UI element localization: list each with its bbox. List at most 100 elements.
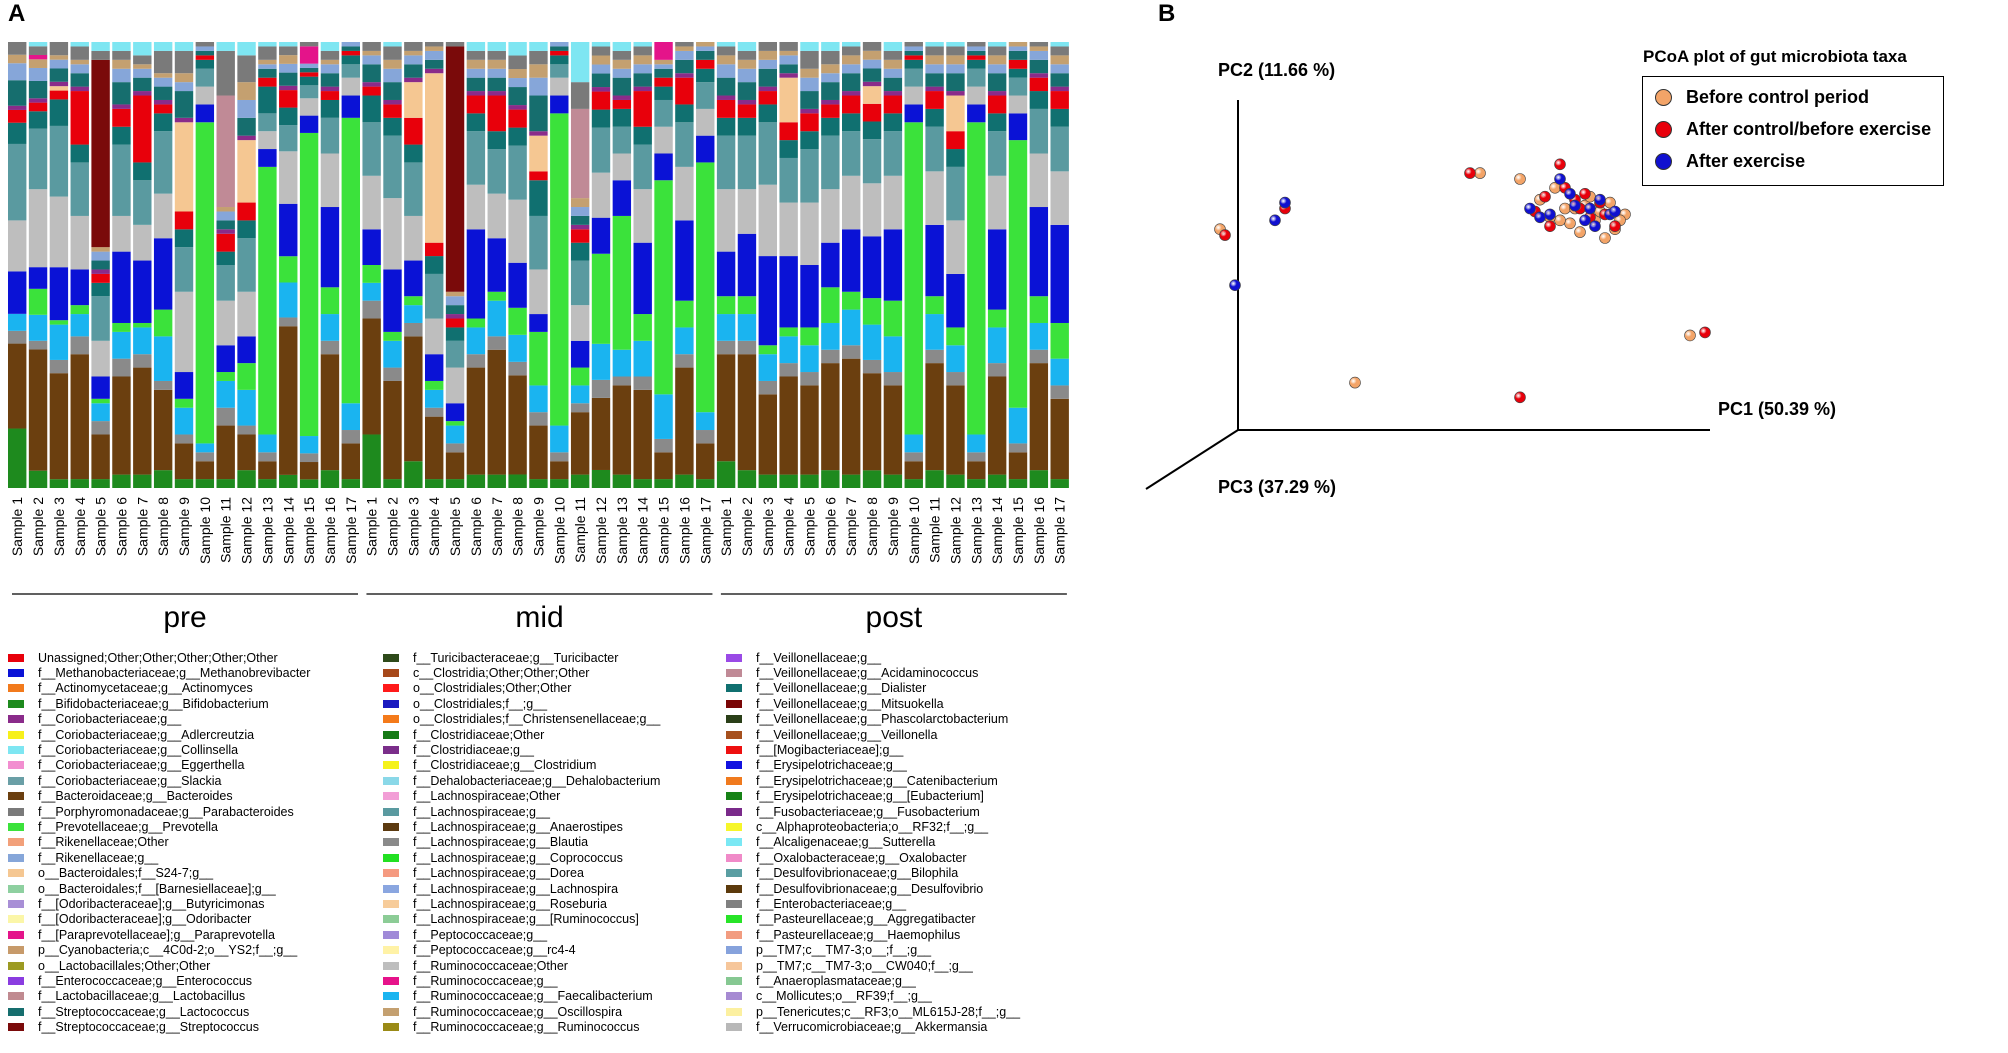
legend-swatch [383, 915, 399, 924]
scatter-point-before [1559, 202, 1571, 215]
legend-item: f__Coriobacteriaceae;g__Eggerthella [8, 758, 388, 773]
bar-segment-pre-7-Bacteroides [133, 367, 152, 475]
bar-segment-pre-12-Bifidobacterium [237, 470, 256, 488]
bar-segment-post-4-Ruminococcaceae_Other [779, 202, 798, 257]
bar-segment-post-13-Blautia [967, 452, 986, 462]
legend-swatch [726, 946, 742, 955]
legend-item: o__Clostridiales;f__;g__ [383, 696, 763, 711]
bar-segment-post-14-Collinsella [987, 42, 1007, 47]
bar-segment-pre-7-Coriobacteriaceae_g [133, 91, 152, 96]
legend-label: f__Lachnospiraceae;g__Dorea [413, 866, 584, 881]
legend-label: f__[Paraprevotellaceae];g__Paraprevotell… [38, 927, 275, 942]
bar-segment-post-17-Parabacteroides [1050, 46, 1069, 56]
legend-item: f__Ruminococcaceae;g__Oscillospira [383, 1004, 763, 1019]
panel-b-label: B [1158, 0, 1176, 27]
bar-segment-pre-14-Prevotella [279, 256, 298, 283]
legend-item: f__Lachnospiraceae;Other [383, 789, 763, 804]
bar-segment-mid-11-Ruminococcaceae_Other [570, 305, 590, 341]
bar-segment-mid-7-Lachnospiraceae_g [487, 149, 506, 194]
bar-segment-post-16-Bacteroides [1029, 363, 1049, 471]
bar-segment-mid-13-Prevotella [612, 215, 632, 350]
bar-segment-mid-14-Coriobacteriaceae_g [633, 86, 652, 92]
bar-segment-pre-13-Parabacteroides [258, 46, 277, 60]
bar-segment-pre-5-Rikenellaceae_g [91, 251, 110, 261]
bar-segment-post-17-Blautia [1050, 385, 1069, 399]
bar-segment-mid-3-Faecalibacterium [404, 305, 423, 323]
bar-segment-mid-12-Bacteroides [591, 397, 611, 470]
legend-item: f__Dehalobacteriaceae;g__Dehalobacterium [383, 773, 763, 788]
bar-segment-mid-12-Lactococcus [591, 73, 611, 88]
after-control-marker-icon [1655, 120, 1672, 138]
bar-segment-pre-10-Methanobrevibacter [195, 104, 215, 123]
bar-segment-pre-8-Oscillospira [153, 73, 173, 78]
pc3-axis-label: PC3 (37.29 %) [1218, 477, 1336, 497]
x-tick-label: Sample 4 [72, 497, 88, 556]
bar-segment-pre-5-Dialister [91, 282, 110, 297]
bar-segment-post-15-Rikenellaceae_g [1008, 46, 1028, 51]
legend-item: f__Coriobacteriaceae;g__ [8, 712, 388, 727]
bar-segment-pre-4-Parabacteroides [70, 46, 89, 60]
bar-segment-post-4-Rikenellaceae_g [779, 55, 798, 65]
legend-item: f__Enterobacteriaceae;g__ [726, 896, 1106, 911]
bar-segment-mid-8-Lachnospiraceae_g [508, 145, 527, 200]
bar-segment-mid-16-Oscillospira [675, 46, 694, 51]
bar-segment-pre-4-Prevotella [70, 305, 89, 315]
bar-segment-pre-12-Faecalibacterium [237, 389, 256, 426]
legend-label: f__Rikenellaceae;Other [38, 835, 169, 850]
legend-swatch [8, 915, 24, 924]
legend-item: f__[Odoribacteraceae];g__Odoribacter [8, 912, 388, 927]
bar-segment-pre-12-Collinsella [237, 42, 256, 56]
scatter-point-after-exercise [1594, 193, 1606, 206]
bar-segment-pre-12-Bacteroides [237, 434, 256, 471]
bar-segment-pre-12-Parabacteroides [237, 55, 256, 83]
bar-segment-post-7-Lactococcus [842, 73, 861, 92]
bar-segment-pre-15-Blautia [299, 453, 319, 463]
pcoa-title: PCoA plot of gut microbiota taxa [1643, 47, 1907, 66]
bar-segment-post-3-Coriobacteriaceae_g [758, 86, 777, 92]
x-tick-label: Sample 2 [739, 497, 755, 556]
bar-segment-pre-9-Prevotella [174, 398, 194, 408]
before-marker-icon [1655, 88, 1672, 106]
legend-swatch [8, 976, 24, 985]
bar-segment-pre-8-Ruminococcaceae_Other [153, 193, 173, 239]
bar-segment-mid-2-Unassigned [383, 104, 402, 118]
bar-segment-pre-6-Oscillospira [112, 59, 131, 69]
bar-segment-pre-11-Prevotella [216, 372, 235, 381]
bar-segment-post-1-Parabacteroides [716, 46, 736, 56]
bar-segment-mid-17-Oscillospira [696, 42, 715, 47]
bar-segment-post-2-Faecalibacterium [737, 314, 757, 341]
bar-segment-pre-8-Coriobacteriaceae_g [153, 99, 173, 105]
bar-segment-pre-16-Prevotella [320, 287, 340, 315]
bar-segment-pre-15-Lachnospiraceae_g [299, 85, 319, 99]
bar-segment-mid-11-Oscillospira [570, 198, 590, 208]
bar-segment-mid-5-Parabacteroides [445, 42, 465, 47]
bar-segment-post-14-Lactococcus [987, 73, 1007, 92]
legend-item: f__Veillonellaceae;g__ [726, 650, 1106, 665]
legend-label: f__Lachnospiraceae;g__Roseburia [413, 896, 607, 911]
bar-segment-mid-12-Coriobacteriaceae_g [591, 87, 611, 92]
bar-segment-post-14-Unassigned [987, 95, 1007, 114]
bar-segment-pre-2-Lachnospiraceae_g [28, 128, 48, 190]
bar-segment-post-6-Unassigned [821, 104, 840, 118]
legend-label: p__Cyanobacteria;c__4C0d-2;o__YS2;f__;g_… [38, 943, 298, 958]
scatter-point-after-exercise [1589, 220, 1601, 232]
bar-segment-pre-4-Oscillospira [70, 59, 89, 65]
bar-segment-pre-17-Lachnospiraceae_g [341, 64, 360, 78]
bar-segment-post-8-Ruminococcaceae_Other [862, 183, 882, 237]
legend-item: f__Erysipelotrichaceae;g__[Eubacterium] [726, 789, 1106, 804]
bar-segment-mid-13-Bacteroides [612, 385, 632, 475]
bar-segment-post-10-Blautia [904, 452, 923, 462]
bar-segment-pre-15-Bifidobacterium [299, 479, 319, 488]
group-label-pre: pre [163, 601, 206, 634]
bar-segment-mid-6-Faecalibacterium [466, 327, 486, 355]
bar-segment-post-5-Lactococcus [800, 91, 819, 109]
legend-label: f__[Odoribacteraceae];g__Odoribacter [38, 912, 252, 927]
bar-segment-post-5-Lachnospiraceae_g [800, 149, 819, 203]
bar-segment-pre-11-Faecalibacterium [216, 380, 235, 408]
pcoa-legend-after-control: After control/before exercise [1643, 113, 1943, 145]
legend-swatch [383, 1007, 399, 1016]
bar-segment-pre-3-S24-7 [49, 86, 69, 91]
legend-item: f__Lachnospiraceae;g__Roseburia [383, 896, 763, 911]
legend-item: f__Veillonellaceae;g__Veillonella [726, 727, 1106, 742]
legend-swatch [726, 792, 742, 801]
